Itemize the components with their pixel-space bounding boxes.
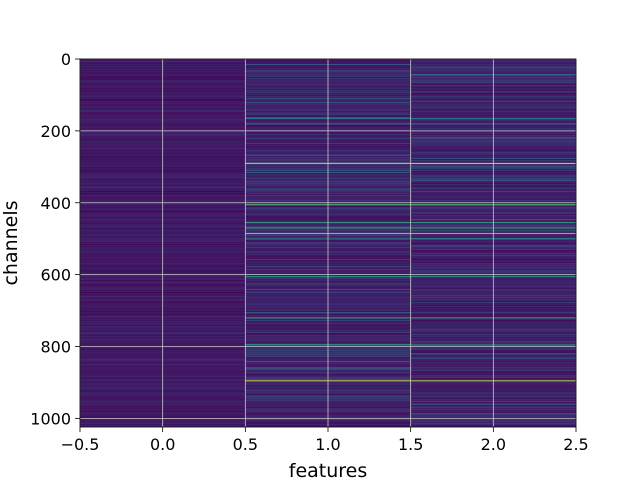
x-axis-ticks: −0.5 0.0 0.5 1.0 1.5 2.0 2.5 — [61, 427, 589, 454]
x-tick-label: 1.0 — [315, 435, 340, 454]
y-tick-label: 400 — [40, 194, 71, 213]
y-axis-ticks: 0 200 400 600 800 1000 — [30, 50, 80, 428]
x-tick-label: 0.0 — [150, 435, 175, 454]
y-axis-label: channels — [0, 200, 22, 285]
y-tick-label: 1000 — [30, 409, 71, 428]
y-tick-label: 200 — [40, 122, 71, 141]
x-tick-label: −0.5 — [61, 435, 100, 454]
x-tick-label: 2.5 — [563, 435, 588, 454]
y-tick-label: 0 — [61, 50, 71, 69]
y-tick-label: 600 — [40, 266, 71, 285]
x-tick-label: 1.5 — [398, 435, 423, 454]
x-axis-label: features — [289, 460, 368, 480]
x-tick-label: 2.0 — [481, 435, 506, 454]
y-tick-label: 800 — [40, 338, 71, 357]
x-tick-label: 0.5 — [233, 435, 258, 454]
